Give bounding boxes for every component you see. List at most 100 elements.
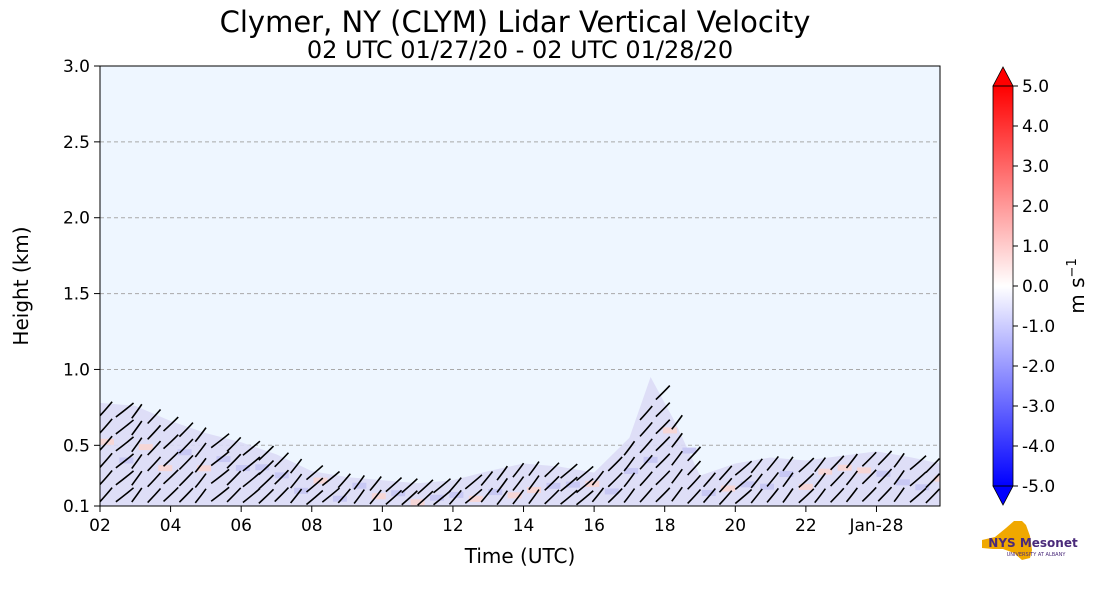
boundary-layer-field [100, 377, 940, 506]
contour-line [655, 385, 671, 401]
contour-line [147, 487, 162, 504]
colorbar-tick-label: -1.0 [1022, 317, 1055, 337]
velocity-cell [721, 485, 736, 492]
contour-line [877, 468, 893, 484]
contour-line [162, 434, 179, 450]
contour-line [417, 490, 434, 506]
contour-line [671, 450, 683, 466]
contour-line [734, 460, 753, 476]
contour-line [893, 487, 905, 503]
velocity-cell [857, 467, 872, 474]
x-tick-label: 02 [89, 516, 111, 536]
contour-line [861, 486, 877, 503]
contour-line [258, 459, 275, 476]
velocity-cell [177, 449, 192, 456]
x-tick-label: 04 [160, 516, 182, 536]
contour-line [718, 465, 733, 481]
contour-line [750, 488, 763, 504]
y-tick-label: 0.1 [63, 497, 90, 517]
contour-line [560, 463, 578, 479]
contour-line [687, 488, 702, 505]
contour-line [893, 452, 905, 468]
contour-line [448, 489, 462, 505]
contour-line [702, 488, 716, 504]
contour-line [433, 478, 452, 494]
contour-line [575, 477, 594, 494]
contour-line [258, 474, 275, 490]
x-axis: 02 04 06 08 10 12 14 16 18 20 22 Jan-28 [89, 506, 903, 536]
velocity-cell [352, 482, 367, 489]
contour-line [178, 471, 194, 487]
contour-line [861, 451, 877, 467]
contour-line [178, 487, 194, 503]
contour-line [925, 458, 940, 474]
contour-line [289, 488, 303, 504]
contour-line [274, 469, 290, 485]
colorbar-tick-label: -5.0 [1022, 477, 1055, 497]
contour-line [401, 490, 418, 506]
contour-line [210, 433, 230, 449]
contour-line [258, 488, 275, 504]
contour-line [798, 472, 815, 488]
contour-line [512, 489, 525, 505]
colorbar-tick-label: 5.0 [1022, 77, 1049, 97]
contour-line [639, 487, 653, 503]
contour-line [845, 487, 858, 503]
contour-line [687, 460, 702, 476]
contour-line [655, 436, 671, 452]
contour-line [100, 469, 113, 486]
velocity-cell [682, 447, 697, 454]
contour-line [115, 436, 135, 452]
velocity-cell [934, 475, 940, 482]
contour-line [909, 487, 927, 503]
velocity-cell [371, 493, 386, 500]
contour-line [861, 469, 877, 485]
contour-line [226, 436, 242, 452]
contour-line [100, 487, 113, 503]
contour-line [607, 472, 623, 488]
contour-line [194, 488, 207, 504]
contour-line [639, 471, 653, 487]
velocity-cell [138, 444, 153, 451]
contour-line [496, 477, 509, 493]
contour-line [337, 473, 351, 489]
contour-line [671, 486, 683, 502]
contour-line [464, 474, 483, 490]
contour-line [655, 402, 671, 418]
x-tick-label: 20 [724, 516, 746, 536]
contour-line [321, 470, 341, 487]
contour-line [639, 438, 653, 454]
velocity-cell [449, 491, 464, 498]
velocity-cell [507, 492, 522, 499]
contour-line [100, 401, 113, 417]
contour-line [353, 489, 365, 505]
contour-line [385, 489, 403, 505]
velocity-cell [740, 481, 755, 488]
contour-line [131, 470, 143, 486]
contour-line [147, 456, 162, 472]
contour-line [131, 403, 143, 419]
contour-line [115, 402, 135, 418]
contour-line [115, 470, 135, 486]
x-axis-label: Time (UTC) [464, 544, 576, 568]
contour-line [814, 488, 827, 504]
contour-line [242, 487, 261, 504]
contour-line [321, 487, 341, 503]
contour-line [115, 487, 135, 503]
contour-line [226, 470, 242, 486]
contour-line [100, 435, 113, 451]
contour-line [845, 470, 858, 486]
contour-line [845, 453, 858, 469]
velocity-cell [216, 456, 231, 463]
colorbar-tick-label: -3.0 [1022, 397, 1055, 417]
contour-line [528, 475, 540, 491]
velocity-cell [876, 470, 891, 477]
velocity-cell [565, 481, 580, 488]
contour-line [925, 473, 940, 489]
contour-line [305, 477, 324, 493]
contour-line [242, 440, 261, 456]
contour-line [528, 489, 540, 505]
contour-line [925, 488, 940, 504]
contour-line [401, 478, 418, 494]
contour-line [687, 474, 702, 490]
